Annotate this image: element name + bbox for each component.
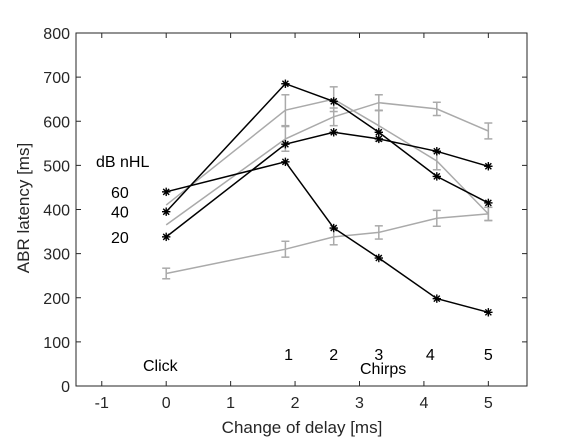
chirp-number-labels: 1 2 3 4 5 [284, 347, 493, 364]
data-point [329, 223, 338, 233]
chirp-number-1: 1 [284, 347, 293, 364]
x-tick-label: 3 [355, 395, 364, 412]
plot-axes [75, 32, 528, 387]
error-bar [432, 101, 441, 117]
chirp-number-5: 5 [484, 347, 493, 364]
y-tick-label: 0 [61, 379, 70, 396]
chirp-number-3: 3 [374, 347, 383, 364]
series-line [165, 98, 489, 215]
x-tick-label: 0 [162, 395, 171, 412]
data-point [484, 308, 493, 317]
x-tick-label: 4 [419, 395, 428, 412]
x-tick-label: 1 [226, 395, 235, 412]
data-point [281, 139, 290, 149]
y-tick-label: 300 [43, 247, 70, 264]
chirps-label: Chirps [360, 361, 406, 378]
error-bar [432, 209, 441, 228]
data-point [329, 128, 338, 137]
y-tick-label: 600 [43, 114, 70, 131]
level-labels: 60 40 20 [111, 185, 129, 247]
error-bar [374, 225, 383, 240]
level-label-20: 20 [111, 230, 129, 247]
y-tick-label: 500 [43, 158, 70, 175]
level-label-60: 60 [111, 185, 129, 202]
series-line [166, 160, 489, 314]
y-tick-label: 800 [43, 26, 70, 43]
y-tick-label: 100 [43, 335, 70, 352]
chirp-number-2: 2 [329, 347, 338, 364]
plot-frame [75, 32, 528, 387]
series-line [165, 101, 489, 226]
series-1 [162, 79, 493, 216]
y-tick-label: 200 [43, 291, 70, 308]
data-point [162, 187, 171, 197]
data-point [484, 162, 493, 171]
data-point [432, 147, 441, 156]
series-line [165, 131, 489, 238]
series-6 [162, 206, 493, 280]
error-bar [281, 94, 290, 127]
series-3 [162, 157, 493, 317]
data-point [374, 134, 384, 144]
tick-labels: -1 0 1 2 3 4 5 0 100 200 300 400 500 600 700 800 [43, 26, 493, 412]
data-point [432, 172, 441, 181]
legend-title: dB nHL [96, 154, 149, 171]
y-axis-label: ABR latency [ms] [14, 143, 33, 273]
data-point [329, 97, 338, 106]
error-bar [162, 267, 171, 280]
error-bar [484, 206, 493, 222]
data-point [281, 157, 290, 167]
data-point [162, 232, 171, 242]
x-axis-label: Change of delay [ms] [222, 418, 383, 437]
series-5 [165, 94, 493, 226]
error-bar [281, 240, 290, 258]
error-bar [374, 94, 383, 112]
y-tick-label: 700 [43, 70, 70, 87]
error-bar [484, 122, 493, 140]
data-point [432, 294, 441, 303]
level-label-40: 40 [111, 205, 129, 222]
x-tick-label: -1 [95, 395, 109, 412]
data-point [374, 253, 384, 263]
click-label: Click [143, 358, 179, 375]
error-bar [329, 107, 338, 127]
chirp-number-4: 4 [426, 347, 435, 364]
y-tick-label: 400 [43, 203, 70, 220]
data-point [281, 79, 290, 88]
series-group [162, 79, 493, 317]
x-tick-label: 5 [484, 395, 493, 412]
series-line [166, 213, 489, 275]
data-point [484, 198, 493, 208]
series-line [165, 82, 489, 213]
series-2 [162, 128, 493, 242]
x-tick-label: 2 [291, 395, 300, 412]
data-point [162, 207, 171, 216]
